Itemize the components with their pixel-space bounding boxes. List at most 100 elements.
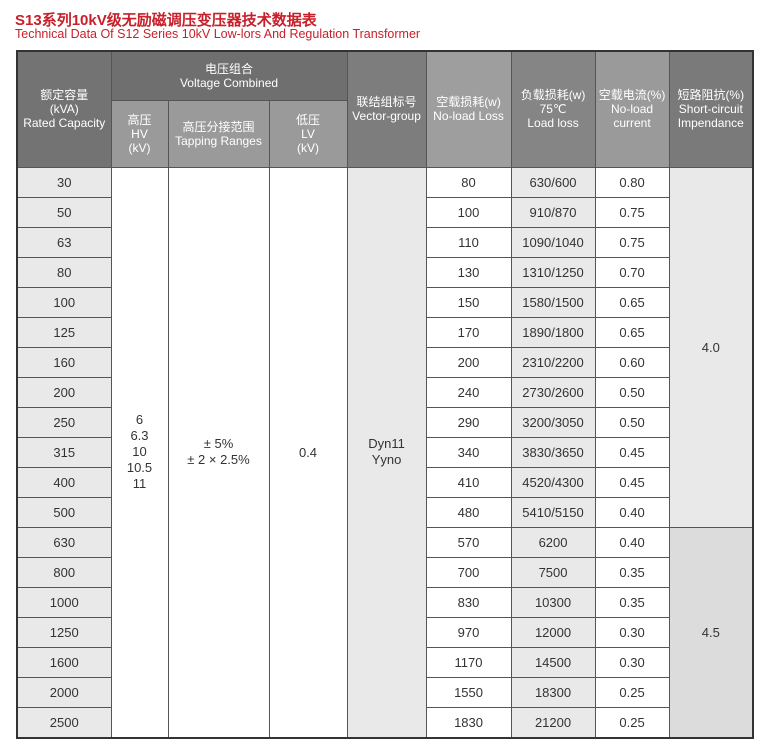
cell-noload-loss: 410: [425, 466, 512, 498]
cell-line: ± 5%: [203, 436, 234, 451]
cell-noload-current: 0.60: [594, 346, 670, 378]
cell-noload-loss: 110: [425, 226, 512, 258]
cell-load-loss: 2730/2600: [510, 376, 596, 408]
cell-noload-loss: 570: [425, 526, 512, 558]
cell-line: 6: [135, 412, 144, 427]
cell-rated-capacity: 500: [16, 496, 112, 528]
cell-rated-capacity: 100: [16, 286, 112, 318]
cell-noload-current: 0.50: [594, 376, 670, 408]
cell-lv: 0.4: [268, 166, 348, 738]
cell-load-loss: 1310/1250: [510, 256, 596, 288]
table-row: 30 6 6.3 10 10.5 11 ± 5% ± 2 × 2.5% 0.4 Dyn11 Yyno…: [16, 166, 754, 738]
cell-line: Dyn11: [368, 436, 405, 451]
cell-noload-current: 0.25: [594, 676, 670, 708]
header-rated-capacity: 额定容量 (kVA) Rated Capacity: [16, 50, 112, 168]
cell-load-loss: 1890/1800: [510, 316, 596, 348]
cell-rated-capacity: 1600: [16, 646, 112, 678]
header-line: 联结组标号: [356, 95, 417, 110]
cell-line: ± 2 × 2.5%: [187, 452, 250, 467]
header-lv: 低压 LV (kV): [268, 99, 348, 168]
cell-load-loss: 4520/4300: [510, 466, 596, 498]
cell-line: 10: [132, 444, 147, 459]
table-body: 30 6 6.3 10 10.5 11 ± 5% ± 2 × 2.5% 0.4 Dyn11 Yyno…: [16, 166, 754, 738]
header-line: No-load Loss: [433, 109, 504, 124]
cell-rated-capacity: 315: [16, 436, 112, 468]
cell-load-loss: 14500: [510, 646, 596, 678]
cell-vector-group: Dyn11 Yyno: [346, 166, 427, 738]
table-row: 630 570 6200 0.40 4.5: [16, 526, 754, 738]
header-line: Tapping Ranges: [175, 133, 262, 148]
cell-noload-current: 0.30: [594, 616, 670, 648]
cell-noload-current: 0.45: [594, 466, 670, 498]
cell-rated-capacity: 160: [16, 346, 112, 378]
table-row: 1000 830 10300 0.35: [16, 586, 753, 618]
header-line: 75℃: [539, 102, 567, 117]
page-subtitle: Technical Data Of S12 Series 10kV Low-lo…: [15, 27, 421, 41]
header-voltage-combined: 电压组合 Voltage Combined: [110, 50, 348, 101]
cell-noload-loss: 340: [425, 436, 512, 468]
cell-line: 10.5: [126, 460, 153, 475]
table-row: 2500 1830 21200 0.25: [16, 706, 753, 738]
header-line: 额定容量: [40, 88, 89, 103]
table-row: 800 700 7500 0.35: [16, 556, 753, 588]
cell-noload-loss: 1170: [425, 646, 512, 678]
cell-load-loss: 2310/2200: [510, 346, 596, 378]
cell-rated-capacity: 800: [16, 556, 112, 588]
cell-rated-capacity: 1000: [16, 586, 112, 618]
cell-noload-current: 0.25: [594, 706, 670, 738]
header-line: 高压分接范围: [182, 119, 255, 134]
cell-load-loss: 10300: [510, 586, 596, 618]
page-title: S13系列10kV级无励磁调压变压器技术数据表: [15, 12, 317, 29]
table-row: 125 170 1890/1800 0.65: [16, 316, 753, 348]
table-row: 250 290 3200/3050 0.50: [16, 406, 753, 438]
cell-load-loss: 21200: [510, 706, 596, 738]
table-row: 200 240 2730/2600 0.50: [16, 376, 753, 408]
cell-rated-capacity: 2500: [16, 706, 112, 738]
cell-short-circuit: 4.0: [668, 166, 754, 528]
header-vector-group: 联结组标号 Vector-group: [346, 50, 427, 168]
header-noload-current: 空载电流(%) No-load current: [594, 50, 670, 168]
cell-short-circuit: 4.5: [668, 526, 754, 738]
cell-load-loss: 630/600: [510, 166, 596, 198]
header-line: 高压: [127, 112, 152, 127]
cell-noload-loss: 100: [425, 196, 512, 228]
cell-load-loss: 1090/1040: [510, 226, 596, 258]
cell-noload-loss: 290: [425, 406, 512, 438]
cell-load-loss: 3200/3050: [510, 406, 596, 438]
cell-rated-capacity: 30: [16, 166, 112, 198]
header-line: Impendance: [677, 116, 744, 131]
cell-rated-capacity: 80: [16, 256, 112, 288]
cell-load-loss: 18300: [510, 676, 596, 708]
cell-line: 11: [132, 476, 147, 491]
cell-load-loss: 910/870: [510, 196, 596, 228]
table-row: 400 410 4520/4300 0.45: [16, 466, 753, 498]
cell-line: 6.3: [130, 428, 149, 443]
cell-noload-current: 0.40: [594, 526, 670, 558]
cell-noload-loss: 200: [425, 346, 512, 378]
table-row: 315 340 3830/3650 0.45: [16, 436, 753, 468]
cell-tapping-ranges: ± 5% ± 2 × 2.5%: [167, 166, 270, 738]
header-tapping-ranges: 高压分接范围 Tapping Ranges: [167, 99, 270, 168]
cell-load-loss: 3830/3650: [510, 436, 596, 468]
header-line: Load loss: [527, 116, 579, 131]
cell-noload-loss: 970: [425, 616, 512, 648]
cell-rated-capacity: 250: [16, 406, 112, 438]
table-row: 1600 1170 14500 0.30: [16, 646, 753, 678]
cell-noload-loss: 1830: [425, 706, 512, 738]
cell-noload-current: 0.35: [594, 586, 670, 618]
cell-load-loss: 5410/5150: [510, 496, 596, 528]
cell-rated-capacity: 2000: [16, 676, 112, 708]
header-line: (kV): [128, 140, 151, 155]
cell-load-loss: 6200: [510, 526, 596, 558]
table-row: 160 200 2310/2200 0.60: [16, 346, 753, 378]
cell-load-loss: 12000: [510, 616, 596, 648]
cell-rated-capacity: 1250: [16, 616, 112, 648]
header-line: 短路阻抗(%): [677, 88, 745, 103]
cell-load-loss: 1580/1500: [510, 286, 596, 318]
cell-rated-capacity: 200: [16, 376, 112, 408]
cell-noload-current: 0.80: [594, 166, 670, 198]
cell-rated-capacity: 630: [16, 526, 112, 558]
header-line: Vector-group: [352, 109, 421, 124]
header-line: No-load: [611, 102, 654, 117]
cell-noload-current: 0.35: [594, 556, 670, 588]
